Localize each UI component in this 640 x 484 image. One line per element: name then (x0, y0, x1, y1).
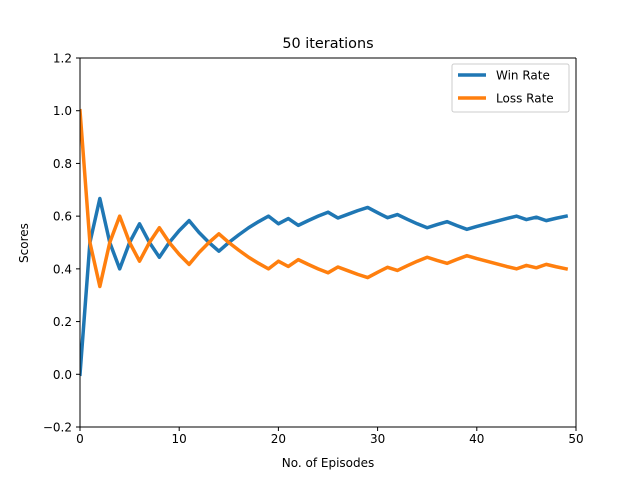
chart-title: 50 iterations (282, 36, 373, 52)
x-tick-label: 0 (76, 432, 84, 446)
x-axis-label: No. of Episodes (282, 456, 375, 470)
x-tick-label: 50 (568, 432, 583, 446)
series-line-win-rate (80, 196, 569, 377)
x-tick-label: 30 (370, 432, 385, 446)
y-tick-label: 0.4 (53, 262, 72, 276)
legend: Win Rate Loss Rate (451, 63, 570, 113)
y-tick-label: 0.6 (53, 210, 72, 224)
series-line-loss-rate (80, 108, 569, 289)
x-tick-label: 10 (172, 432, 187, 446)
x-tick-label: 40 (469, 432, 484, 446)
legend-label-loss-rate: Loss Rate (496, 92, 554, 106)
x-tick-label: 20 (271, 432, 286, 446)
y-tick-label: 0.0 (53, 368, 72, 382)
legend-label-win-rate: Win Rate (496, 69, 550, 83)
y-axis-label: Scores (17, 223, 31, 263)
y-tick-label: 1.2 (53, 52, 72, 66)
y-tick-label: −0.2 (43, 421, 72, 435)
y-tick-label: 0.8 (53, 157, 72, 171)
y-tick-label: 1.0 (53, 104, 72, 118)
plot-area: 0 10 20 30 40 50 −0.2 0.0 0.2 0.4 0.6 0.8 1.0 1.2 (43, 52, 584, 447)
y-tick-label: 0.2 (53, 315, 72, 329)
